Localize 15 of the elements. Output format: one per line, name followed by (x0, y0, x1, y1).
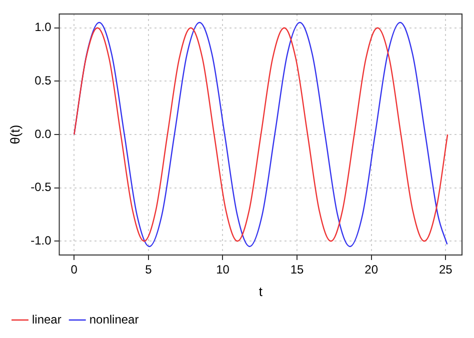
x-tick-label: 5 (145, 262, 152, 277)
y-axis-title: θ(t) (7, 124, 22, 144)
x-tick-label: 20 (364, 262, 378, 277)
x-tick-label: 10 (216, 262, 230, 277)
legend-label: nonlinear (89, 312, 139, 326)
y-tick-label: -1.0 (30, 233, 52, 248)
x-tick-label: 25 (438, 262, 453, 277)
legend-label: linear (32, 312, 62, 326)
y-tick-label: 0.5 (34, 73, 52, 88)
y-tick-label: 0.0 (34, 126, 52, 141)
x-axis-title: t (258, 284, 263, 299)
y-tick-label: 1.0 (34, 20, 52, 34)
x-tick-label: 0 (70, 262, 78, 277)
y-tick-label: -0.5 (30, 180, 52, 194)
x-tick-label: 15 (290, 262, 304, 277)
